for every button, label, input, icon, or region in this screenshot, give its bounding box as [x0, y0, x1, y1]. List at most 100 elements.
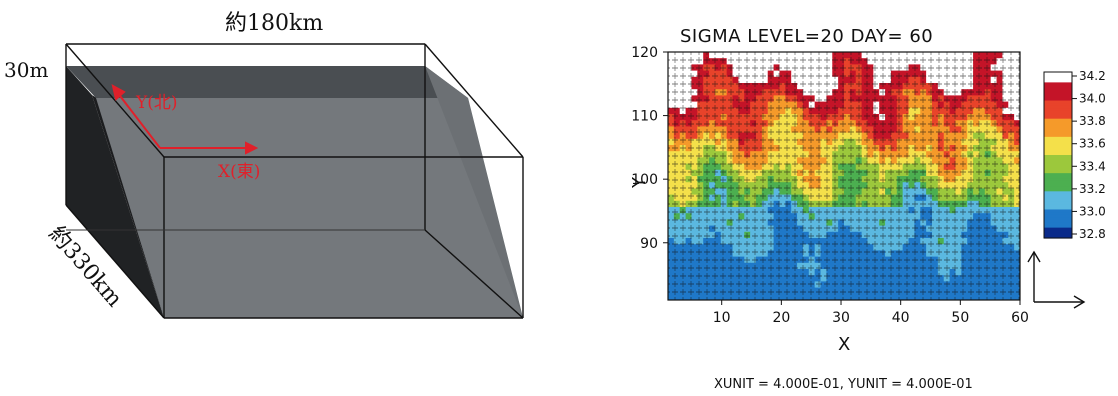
reference-vector: [1027, 250, 1086, 309]
x-tick-label: 10: [713, 310, 731, 326]
colorbar: [1044, 72, 1072, 239]
colorbar-frame: [1043, 71, 1073, 239]
colorbar-swatch: [1044, 136, 1072, 141]
colorbar-swatch: [1044, 214, 1072, 218]
colorbar-swatch: [1044, 139, 1072, 143]
colorbar-label: 33.0: [1079, 204, 1106, 218]
y-tick-label: 120: [631, 45, 658, 61]
colorbar-swatch: [1044, 186, 1072, 190]
box-edges: [65, 43, 524, 319]
colorbar-swatch: [1044, 162, 1072, 166]
colorbar-swatch: [1044, 209, 1072, 213]
box-surface-band: [66, 66, 468, 98]
x-tick-label: 50: [951, 310, 969, 326]
colorbar-label: 33.8: [1079, 114, 1106, 128]
colorbar-swatch: [1044, 170, 1072, 174]
colorbar-swatch: [1044, 100, 1072, 104]
colorbar-swatch: [1044, 175, 1072, 179]
y-axis-label: Y(北): [135, 93, 178, 113]
colorbar-swatch: [1044, 147, 1072, 151]
vector-overlay: [668, 52, 1020, 300]
colorbar-swatch: [1044, 123, 1072, 128]
colorbar-swatch: [1044, 157, 1072, 161]
colorbar-swatch: [1044, 134, 1072, 138]
y-tick-label: 110: [631, 109, 658, 125]
colorbar-swatch: [1044, 131, 1072, 135]
colorbar-swatch: [1044, 77, 1072, 81]
plot-title: SIGMA LEVEL=20 DAY= 60: [680, 26, 933, 47]
x-axis-title: X: [838, 334, 850, 355]
colorbar-label: 33.4: [1079, 159, 1106, 173]
colorbar-swatch: [1044, 118, 1072, 122]
colorbar-swatch: [1044, 160, 1072, 164]
colorbar-swatch: [1044, 95, 1072, 99]
colorbar-swatch: [1044, 82, 1072, 86]
colorbar-label: 32.8: [1079, 227, 1106, 241]
colorbar-swatch: [1044, 74, 1072, 78]
x-tick-label: 60: [1011, 310, 1029, 326]
colorbar-swatch: [1044, 188, 1072, 192]
width-label: 約180km: [225, 11, 323, 36]
colorbar-label: 34.2: [1079, 69, 1106, 83]
x-arrow-head: [245, 141, 259, 155]
x-tick-label: 20: [772, 310, 790, 326]
colorbar-swatch: [1044, 193, 1072, 198]
box-front-dark-wall: [92, 95, 164, 318]
y-arrow-head: [111, 84, 126, 101]
colorbar-swatch: [1044, 108, 1072, 112]
plot-footer: XUNIT = 4.000E-01, YUNIT = 4.000E-01: [714, 377, 973, 392]
colorbar-swatch: [1044, 227, 1072, 231]
y-tick-label: 100: [631, 172, 658, 188]
colorbar-swatch: [1044, 199, 1072, 203]
colorbar-swatch: [1044, 103, 1072, 107]
colorbar-swatch: [1044, 167, 1072, 172]
colorbar-swatch: [1044, 84, 1072, 89]
colorbar-swatch: [1044, 152, 1072, 156]
colorbar-swatch: [1044, 212, 1072, 216]
colorbar-swatch: [1044, 116, 1072, 120]
colorbar-swatch: [1044, 191, 1072, 195]
colorbar-label: 34.0: [1079, 92, 1106, 106]
colorbar-swatch: [1044, 204, 1072, 208]
colorbar-swatch: [1044, 183, 1072, 187]
box-sloping-floor: [96, 98, 523, 318]
colorbar-swatch: [1044, 90, 1072, 94]
colorbar-swatch: [1044, 217, 1072, 221]
colorbar-swatch: [1044, 230, 1072, 234]
y-tick-label: 90: [640, 236, 658, 252]
colorbar-swatch: [1044, 219, 1072, 224]
colorbar-swatch: [1044, 178, 1072, 182]
depth-label: 30m: [4, 58, 48, 82]
x-tick-group: 10 20 30 40 50 60: [713, 300, 1029, 326]
colorbar-swatch: [1044, 235, 1072, 239]
colorbar-swatch: [1044, 144, 1072, 148]
colorbar-swatch: [1044, 126, 1072, 130]
salinity-plot: SIGMA LEVEL=20 DAY= 60 10 20 30 40 50 60 90 10…: [629, 26, 1106, 392]
box-diagram: 約180km 30m 約330km Y(北) X(東): [4, 11, 524, 319]
colorbar-swatch: [1044, 87, 1072, 91]
colorbar-swatch: [1044, 165, 1072, 169]
colorbar-swatch: [1044, 196, 1072, 200]
box-left-wall: [66, 66, 164, 318]
colorbar-swatch: [1044, 222, 1072, 226]
axis-arrows: [111, 84, 259, 155]
x-axis-label: X(東): [218, 162, 260, 182]
colorbar-swatch: [1044, 232, 1072, 236]
y-axis-title: Y: [629, 176, 650, 189]
box-right-slope: [425, 66, 523, 318]
x-tick-label: 40: [892, 310, 910, 326]
colorbar-swatch: [1044, 155, 1072, 159]
plot-frame: [667, 51, 1021, 301]
colorbar-swatch: [1044, 121, 1072, 125]
colorbar-swatch: [1044, 201, 1072, 205]
colorbar-swatch: [1044, 113, 1072, 117]
colorbar-label: 33.6: [1079, 137, 1106, 151]
colorbar-swatch: [1044, 149, 1072, 153]
colorbar-swatch: [1044, 173, 1072, 177]
colorbar-swatch: [1044, 92, 1072, 96]
colorbar-swatch: [1044, 79, 1072, 83]
colorbar-swatch: [1044, 206, 1072, 211]
colorbar-swatch: [1044, 105, 1072, 109]
colorbar-swatch: [1044, 97, 1072, 102]
